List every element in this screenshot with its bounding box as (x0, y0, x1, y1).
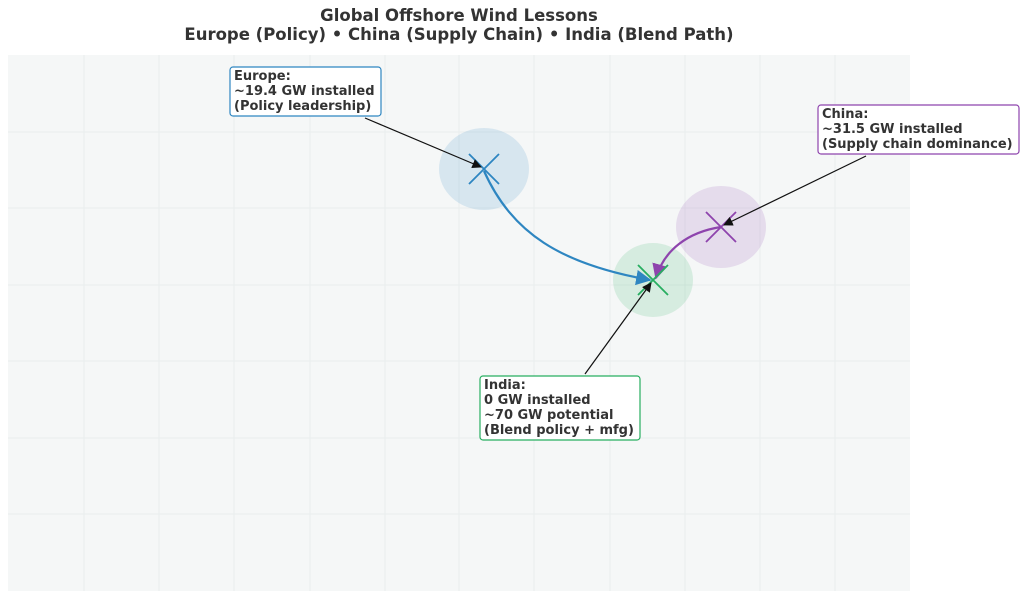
grid-lines (8, 55, 910, 591)
europe-annotation-line-3: (Policy leadership) (234, 99, 371, 114)
china-annotation-line-3: (Supply chain dominance) (822, 137, 1013, 152)
europe-annotation-box (229, 66, 382, 117)
europe-to-india-arrow (482, 170, 652, 286)
india-annotation-arrow (584, 282, 652, 375)
india-annotation-line-2: 0 GW installed (484, 393, 591, 408)
europe-annotation-line-1: Europe: (234, 69, 291, 84)
chart-title-line-2: Europe (Policy) • China (Supply Chain) •… (184, 25, 734, 44)
china-annotation-arrow (723, 155, 867, 226)
chart-title-line-1: Global Offshore Wind Lessons (320, 6, 598, 25)
india-annotation-line-3: ~70 GW potential (484, 408, 613, 423)
china-annotation-line-1: China: (822, 107, 868, 122)
flow-arrows (482, 170, 722, 286)
china-annotation-line-2: ~31.5 GW installed (822, 122, 963, 137)
india-annotation-line-4: (Blend policy + mfg) (484, 423, 634, 438)
europe-marker (468, 153, 500, 185)
point-markers (468, 153, 737, 296)
china-to-india-arrow (652, 225, 722, 280)
europe-annotation-arrow (364, 117, 482, 169)
chart-title: Global Offshore Wind Lessons Europe (Pol… (0, 6, 918, 44)
europe-annotation-line-2: ~19.4 GW installed (234, 84, 375, 99)
annotations: Europe:~19.4 GW installed(Policy leaders… (229, 66, 1020, 441)
india-annotation-box (479, 375, 641, 441)
china-annotation-box (817, 104, 1020, 155)
india-annotation-line-1: India: (484, 378, 526, 393)
